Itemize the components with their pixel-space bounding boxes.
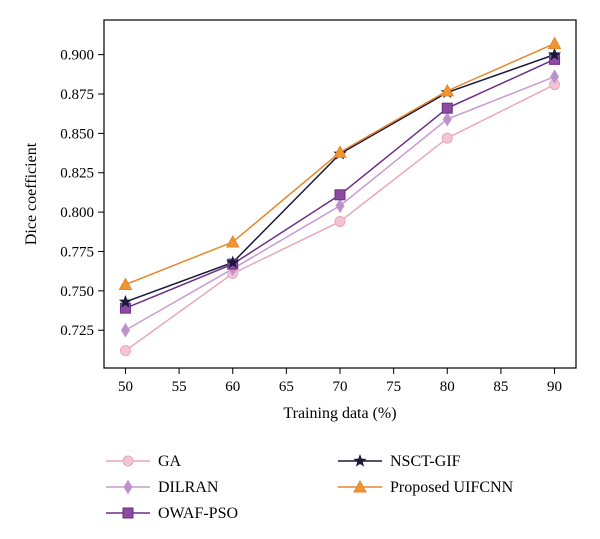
data-point-owaf-pso xyxy=(441,102,453,114)
series-line-nsct-gif xyxy=(125,53,555,303)
data-point-proposed-uifcnn xyxy=(333,145,347,158)
y-tick-label: 0.800 xyxy=(60,205,94,221)
series-line-owaf-pso xyxy=(125,58,555,309)
x-tick-label: 55 xyxy=(172,379,187,395)
legend-label-dilran: DILRAN xyxy=(158,479,219,496)
series-line-proposed-uifcnn xyxy=(125,42,555,286)
legend: GA DILRAN OWAF-PSO NSCT-GIF Proposed UIFCNN xyxy=(106,453,514,522)
legend-marker-ga xyxy=(122,455,134,467)
data-point-nsct-gif xyxy=(118,294,133,308)
x-tick-label: 70 xyxy=(333,379,348,395)
x-tick-label: 85 xyxy=(493,379,508,395)
y-tick-label: 0.850 xyxy=(60,126,94,142)
data-point-ga xyxy=(119,345,131,357)
y-tick-label: 0.900 xyxy=(60,48,94,64)
data-point-nsct-gif xyxy=(226,255,240,269)
data-point-dilran xyxy=(442,111,452,127)
x-tick-label: 90 xyxy=(547,379,562,395)
legend-marker-owaf-pso xyxy=(122,507,134,519)
series-markers xyxy=(118,36,562,357)
legend-label-ga: GA xyxy=(158,453,182,470)
y-tick-label: 0.775 xyxy=(60,244,94,260)
data-point-proposed-uifcnn xyxy=(547,36,562,50)
x-tick-label: 65 xyxy=(279,379,294,395)
legend-label-nsct-gif: NSCT-GIF xyxy=(390,453,461,470)
x-tick-label: 60 xyxy=(225,379,240,395)
data-point-proposed-uifcnn xyxy=(440,83,455,97)
data-point-nsct-gif xyxy=(547,47,562,61)
axis-ticks: 50 55 60 65 70 75 80 85 90 0.725 0.750 0.775 0.800 0.… xyxy=(60,48,562,395)
y-axis-title: Dice coefficient xyxy=(23,142,40,245)
x-tick-label: 75 xyxy=(386,379,401,395)
legend-marker-dilran xyxy=(123,479,133,495)
legend-label-proposed-uifcnn: Proposed UIFCNN xyxy=(390,479,514,496)
data-point-owaf-pso xyxy=(334,189,346,201)
data-point-dilran xyxy=(549,69,560,85)
data-point-ga xyxy=(441,132,453,144)
x-tick-label: 80 xyxy=(440,379,455,395)
x-tick-label: 50 xyxy=(118,379,133,395)
y-tick-label: 0.725 xyxy=(60,323,94,339)
data-point-proposed-uifcnn xyxy=(118,277,133,291)
y-tick-label: 0.875 xyxy=(60,87,94,103)
x-axis-title: Training data (%) xyxy=(283,405,396,422)
legend-marker-nsct-gif xyxy=(353,454,367,467)
data-point-dilran xyxy=(335,198,345,214)
data-point-dilran xyxy=(120,322,131,338)
data-point-ga xyxy=(334,216,346,228)
legend-marker-proposed-uifcnn xyxy=(353,479,367,493)
y-tick-label: 0.750 xyxy=(60,284,94,300)
y-tick-label: 0.825 xyxy=(60,166,94,182)
data-point-proposed-uifcnn xyxy=(225,234,240,248)
legend-label-owaf-pso: OWAF-PSO xyxy=(158,505,238,522)
